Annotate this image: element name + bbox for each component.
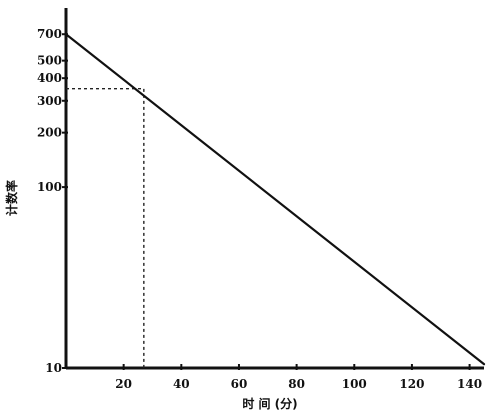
y-tick-label: 400: [37, 71, 62, 85]
y-tick-label: 300: [37, 94, 62, 108]
y-ticks: 10 100 200 300 400 500 700: [37, 27, 68, 375]
x-tick-label: 100: [342, 377, 367, 391]
y-tick-label: 200: [37, 126, 62, 140]
x-tick-label: 20: [115, 377, 132, 391]
x-ticks: 20 40 60 80 100 120 140: [115, 364, 482, 391]
guide-lines: [66, 87, 145, 368]
x-tick-label: 120: [399, 377, 424, 391]
y-tick-label: 700: [37, 27, 62, 41]
y-tick-label: 500: [37, 54, 62, 68]
dashed-guide-line: [66, 87, 145, 368]
series-line: [64, 33, 486, 366]
x-axis-title: 时 间 (分): [242, 396, 297, 411]
y-tick-label: 100: [37, 180, 62, 194]
y-axis-title: 计数率: [4, 180, 19, 216]
x-tick-label: 80: [288, 377, 305, 391]
x-tick-label: 140: [457, 377, 482, 391]
x-tick-label: 60: [231, 377, 248, 391]
series-layer: [64, 33, 486, 366]
y-tick-label: 10: [45, 361, 62, 375]
x-tick-label: 40: [173, 377, 190, 391]
